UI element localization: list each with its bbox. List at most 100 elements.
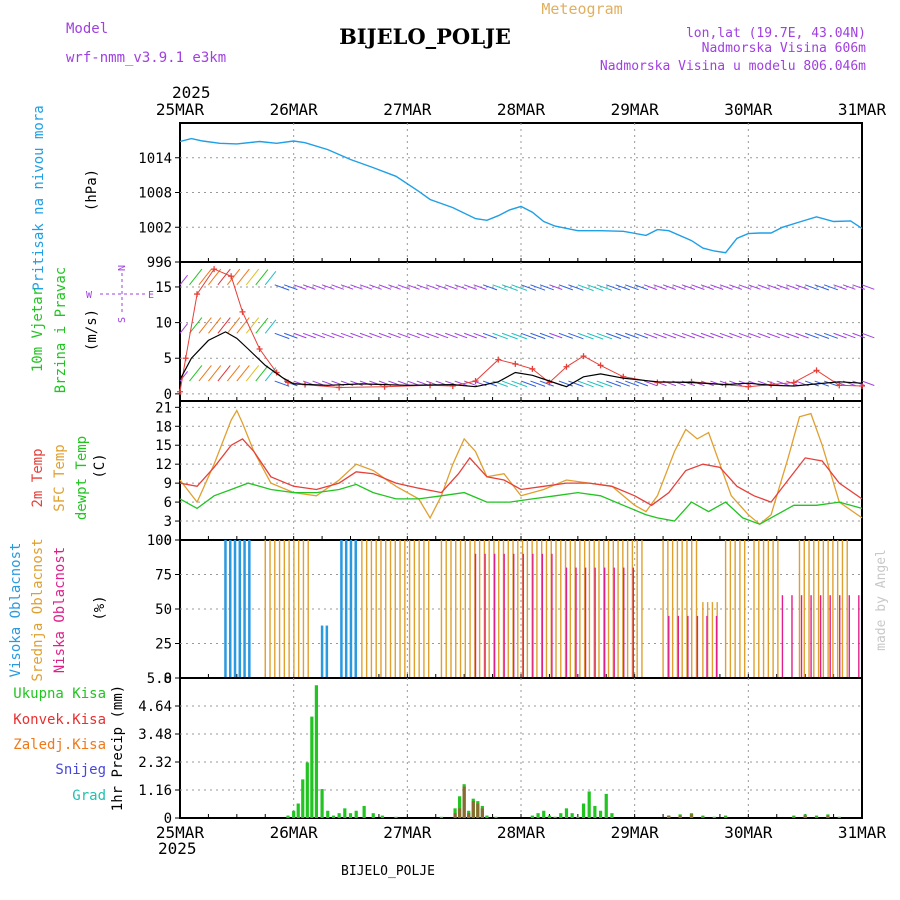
wind-barb: [378, 284, 392, 290]
precip-total-bar: [348, 813, 353, 818]
temp-2m-line: [179, 438, 863, 507]
wind-gust-marker: [239, 308, 246, 315]
precip-convective-bar: [480, 808, 484, 818]
top-date-label: 30MAR: [724, 100, 773, 119]
wind-barb: [861, 284, 875, 290]
wind-barb: [198, 365, 212, 382]
wind-barb: [672, 332, 686, 339]
wind-barb: [719, 284, 733, 290]
cloud-label-high: Visoka Oblacnost: [8, 543, 24, 678]
wind-gust-marker: [228, 273, 235, 280]
wind-gust-marker: [813, 367, 820, 374]
precip-total-bar: [485, 815, 489, 818]
wind-barb: [804, 380, 819, 387]
wind-barb: [700, 284, 714, 290]
wind-barb: [587, 284, 604, 292]
temp-unit: (C): [92, 453, 108, 478]
wind-barb: [454, 380, 468, 387]
precip-total-bar: [362, 805, 366, 818]
wind-barb: [378, 332, 392, 339]
wind-barb: [615, 332, 630, 339]
wind-barb: [700, 332, 714, 339]
precip-total-bar: [292, 810, 296, 818]
wind-barb: [520, 380, 537, 387]
wind-barb: [350, 332, 363, 339]
wind-barb: [426, 332, 439, 339]
wind-barb: [767, 380, 780, 387]
precip-total-bar: [581, 803, 586, 818]
y-tick-label: 0: [164, 387, 172, 403]
wind-barb: [539, 284, 554, 291]
precip-total-bar: [604, 793, 608, 818]
bottom-year: 2025: [158, 839, 197, 858]
y-tick-label: 6: [164, 495, 172, 511]
precip-total-bar: [542, 810, 546, 818]
precip-total-bar: [326, 810, 330, 818]
compass-s: S: [117, 317, 128, 323]
wind-barb: [520, 332, 537, 340]
wind-barb: [312, 332, 326, 339]
precip-convective-bar: [814, 816, 819, 818]
watermark: made by Angel: [874, 549, 889, 651]
wind-barb: [615, 380, 630, 387]
wind-barb: [681, 332, 696, 339]
wind-barb: [189, 317, 203, 334]
wind-barb: [255, 317, 269, 334]
wind-barb: [179, 323, 188, 334]
wind-barb: [369, 284, 382, 290]
top-date-label: 31MAR: [838, 100, 887, 119]
wind-barb: [511, 380, 528, 388]
precip-total-bar: [576, 816, 580, 818]
wind-barb: [710, 380, 724, 387]
precip-convective-bar: [792, 816, 796, 818]
precip-convective-bar: [678, 815, 682, 818]
y-tick-label: 10: [155, 316, 172, 332]
wind-barb: [321, 284, 335, 290]
wind-barb: [558, 380, 573, 387]
wind-barb: [653, 332, 667, 339]
precip-total-bar: [354, 810, 358, 818]
precip-total-bar: [343, 808, 347, 818]
wind-barb: [293, 284, 307, 290]
pressure-unit: (hPa): [84, 169, 100, 211]
wind-barb: [264, 270, 277, 286]
panel-frame: [179, 677, 863, 819]
y-tick-label: 1002: [138, 220, 172, 236]
wind-barb: [340, 332, 354, 339]
wind-barb: [625, 284, 639, 291]
wind-barb: [511, 284, 528, 291]
precip-legend-hail: Grad: [72, 788, 106, 804]
precip-convective-bar: [667, 815, 671, 818]
wind-barb: [482, 284, 498, 291]
cloud-panel: Visoka Oblacnost Srednja Oblacnost Niska…: [8, 533, 863, 687]
y-tick-label: 0: [164, 533, 172, 549]
bottom-date-label: 30MAR: [724, 823, 773, 842]
wind-barb: [245, 365, 260, 382]
wind-barb: [255, 269, 269, 286]
wind-gust-marker: [512, 360, 519, 367]
precip-total-bar: [593, 805, 597, 818]
wind-barb: [748, 332, 761, 339]
compass-e: E: [148, 290, 154, 301]
wind-barb: [388, 284, 401, 290]
wind-barb: [596, 380, 613, 388]
wind-barb: [539, 332, 554, 339]
wind-panel: 10m Vjetar Brzina i Pravac (m/s) N S E W…: [30, 261, 875, 403]
wind-barb: [842, 284, 856, 290]
wind-barb: [236, 317, 250, 334]
wind-barb: [445, 284, 458, 290]
wind-barb: [804, 284, 819, 291]
precip-convective-bar: [701, 816, 705, 818]
wind-barb: [255, 365, 269, 382]
precip-total-bar: [394, 816, 398, 818]
y-tick-label: 50: [155, 602, 172, 618]
wind-barb: [217, 317, 231, 334]
wind-barb: [662, 284, 677, 290]
y-tick-label: 12: [155, 457, 172, 473]
model-name: wrf-nmm_v3.9.1 e3km: [66, 50, 226, 66]
cloud-unit: (%): [92, 595, 108, 620]
wind-barb: [226, 365, 241, 382]
wind-barb: [814, 332, 830, 339]
bottom-date-axis: 25MAR 26MAR 27MAR 28MAR 29MAR 30MAR 31MAR: [156, 823, 887, 842]
